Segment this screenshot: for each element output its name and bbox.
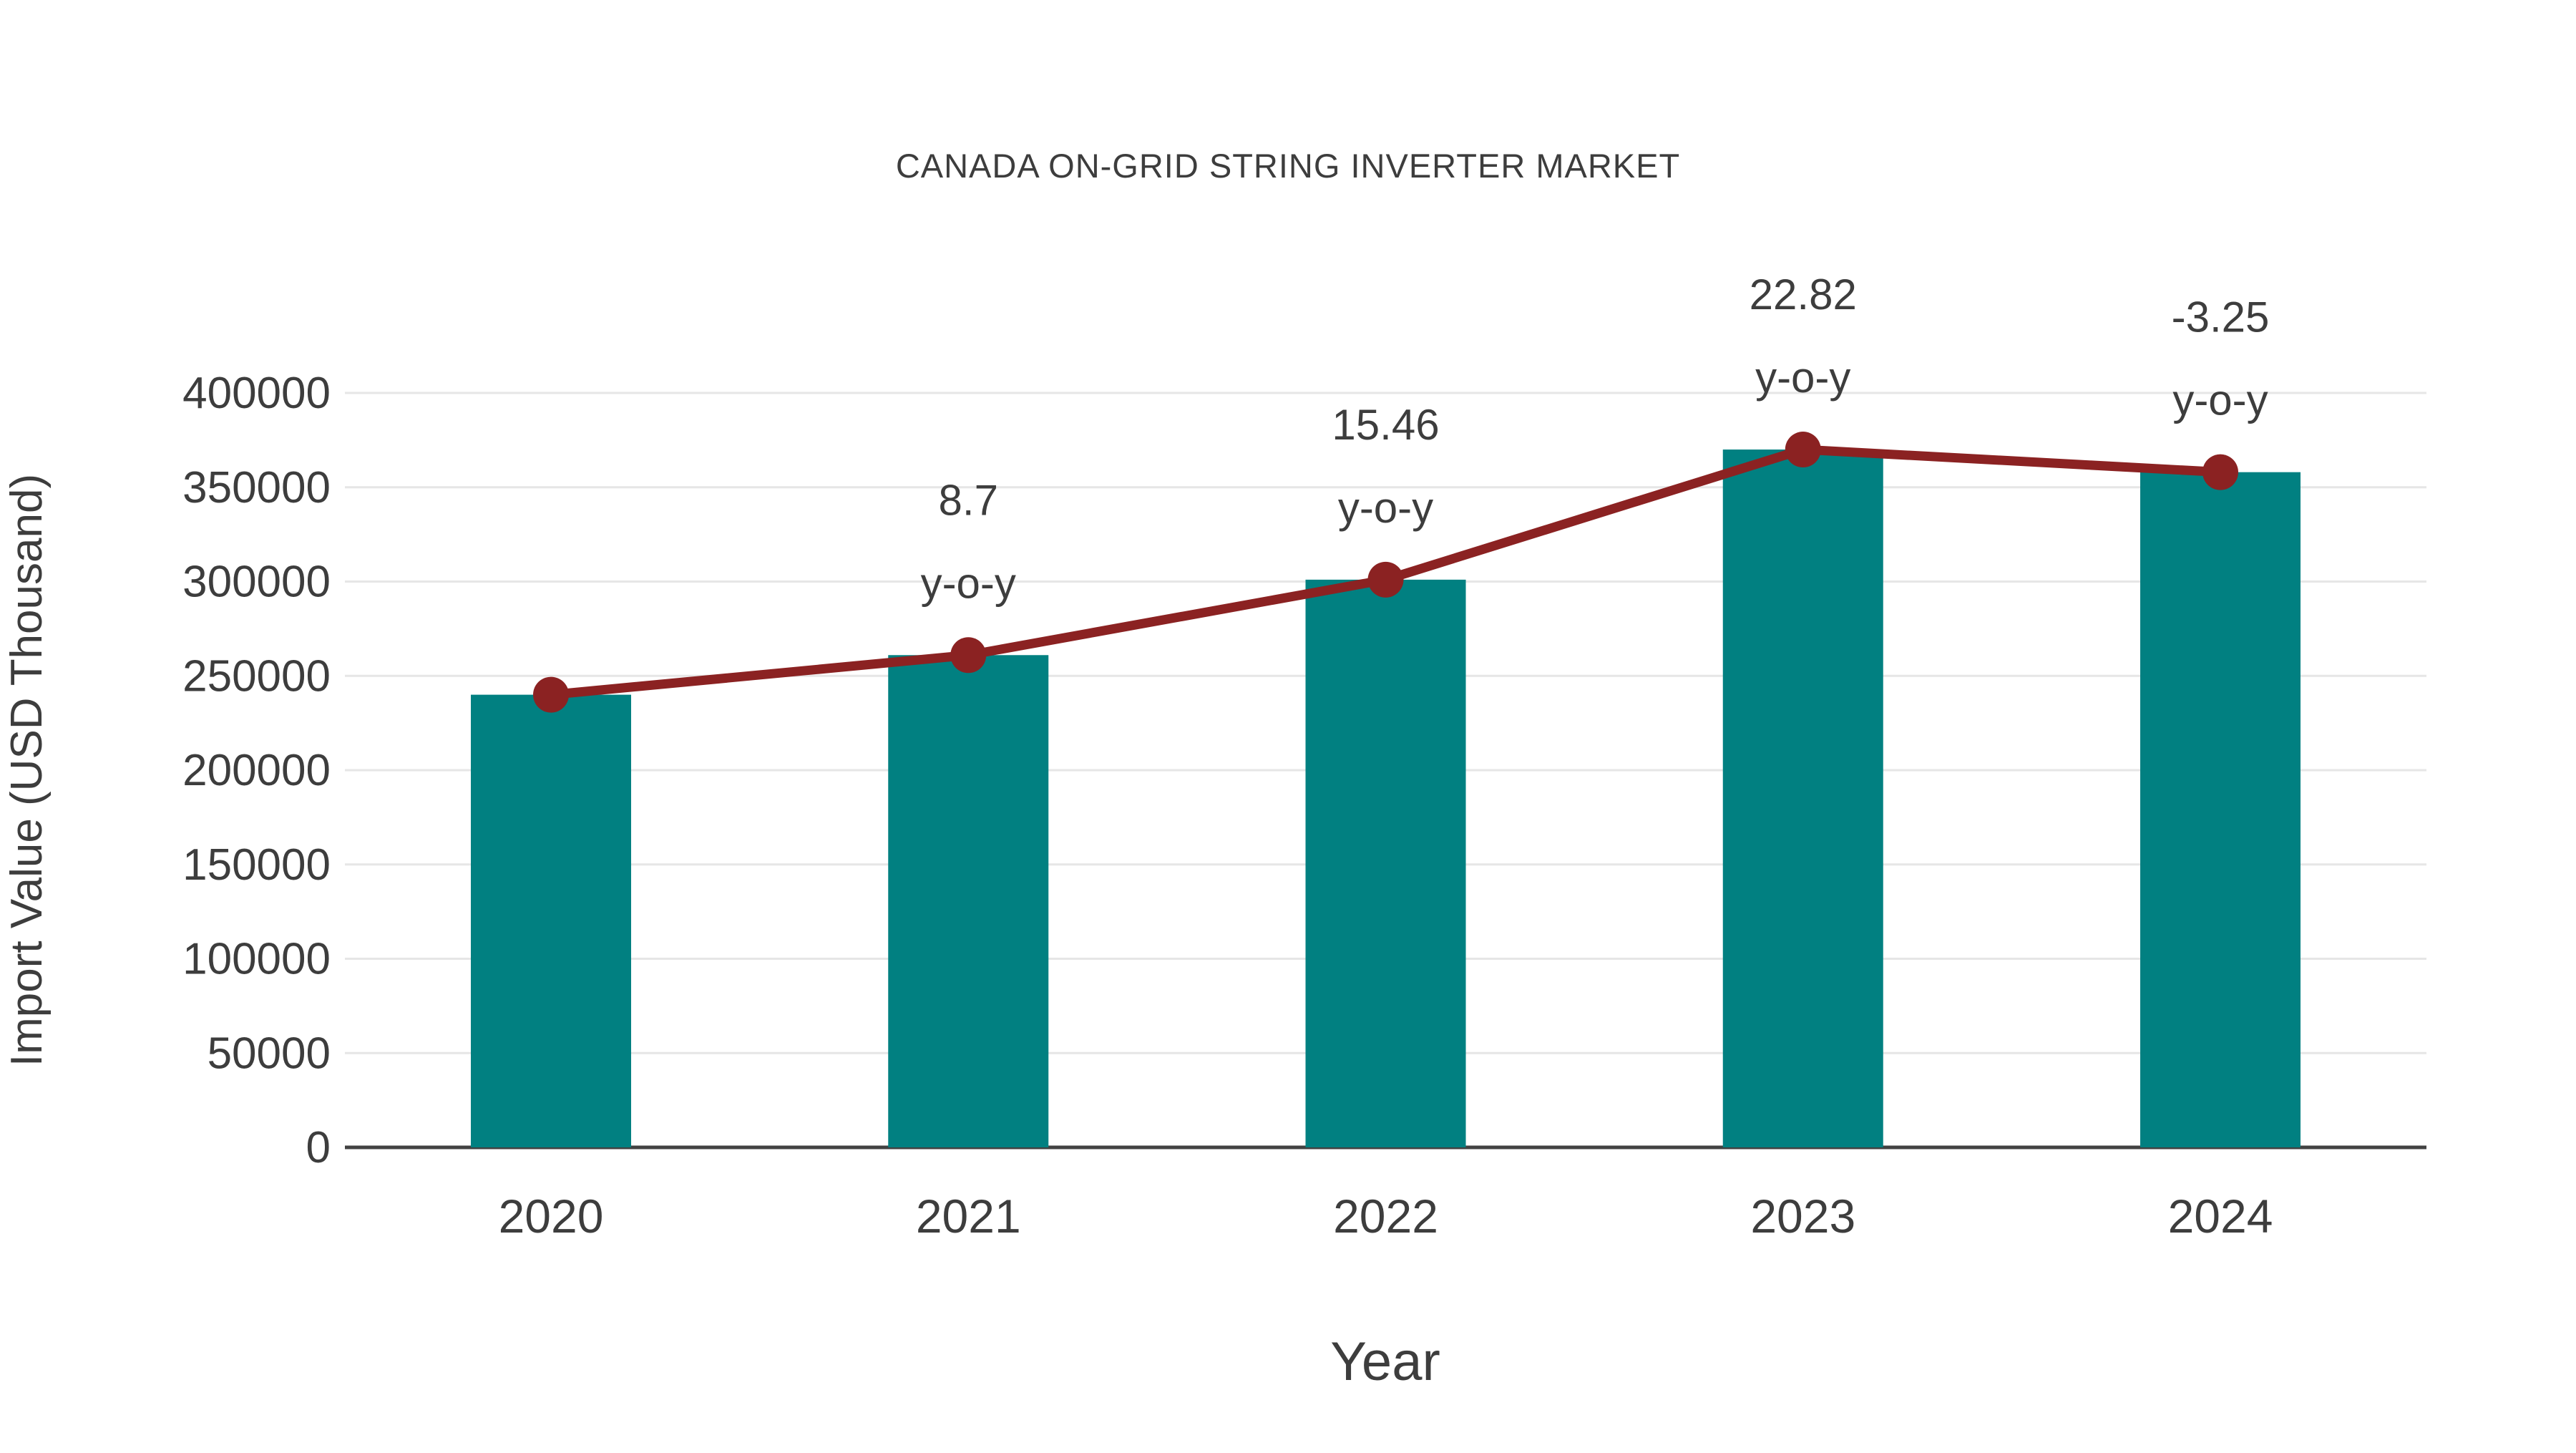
y-tick-400000: 400000 — [182, 369, 331, 418]
annotations-group: 8.7 y-o-y 15.46 y-o-y 22.82 y-o-y -3.25 y-o-y — [921, 271, 2270, 607]
y-tick-150000: 150000 — [182, 840, 331, 890]
annotation-2024-suffix: y-o-y — [2172, 376, 2268, 424]
annotation-2022-suffix: y-o-y — [1338, 484, 1433, 532]
bar-2023 — [1722, 449, 1883, 1147]
x-tick-labels-group: 2020 2021 2022 2023 2024 — [499, 1190, 2273, 1243]
y-tick-100000: 100000 — [182, 935, 331, 984]
annotation-2022-value: 15.46 — [1332, 401, 1439, 449]
y-tick-350000: 350000 — [182, 463, 331, 512]
annotation-2023-value: 22.82 — [1750, 271, 1857, 319]
annotation-2021-suffix: y-o-y — [921, 559, 1016, 607]
x-tick-2024: 2024 — [2168, 1190, 2273, 1243]
bar-2024 — [2140, 472, 2301, 1147]
y-tick-300000: 300000 — [182, 558, 331, 607]
line-marker-2020 — [533, 676, 569, 713]
bars-group — [471, 449, 2301, 1147]
line-marker-2024 — [2202, 454, 2238, 490]
x-tick-2022: 2022 — [1333, 1190, 1438, 1243]
chart-title: CANADA ON-GRID STRING INVERTER MARKET — [896, 147, 1680, 185]
bar-2022 — [1305, 579, 1466, 1147]
y-tick-50000: 50000 — [208, 1029, 331, 1078]
annotation-2021-value: 8.7 — [939, 476, 998, 524]
trend-line-group — [533, 432, 2238, 713]
annotation-2023-suffix: y-o-y — [1755, 354, 1850, 402]
y-tick-labels-group: 0 50000 100000 150000 200000 250000 300000 3500… — [182, 369, 331, 1172]
line-marker-2022 — [1367, 561, 1404, 598]
x-tick-2023: 2023 — [1750, 1190, 1855, 1243]
y-tick-250000: 250000 — [182, 651, 331, 701]
x-axis-title: Year — [1330, 1331, 1440, 1392]
annotation-2024-value: -3.25 — [2172, 293, 2270, 341]
bar-2021 — [888, 655, 1049, 1147]
y-tick-200000: 200000 — [182, 746, 331, 795]
y-axis-title: Import Value (USD Thousand) — [2, 474, 52, 1066]
line-marker-2023 — [1785, 432, 1821, 468]
x-tick-2020: 2020 — [499, 1190, 604, 1243]
line-marker-2021 — [950, 637, 987, 674]
y-tick-0: 0 — [306, 1123, 331, 1172]
bar-2020 — [471, 694, 631, 1147]
x-tick-2021: 2021 — [916, 1190, 1021, 1243]
